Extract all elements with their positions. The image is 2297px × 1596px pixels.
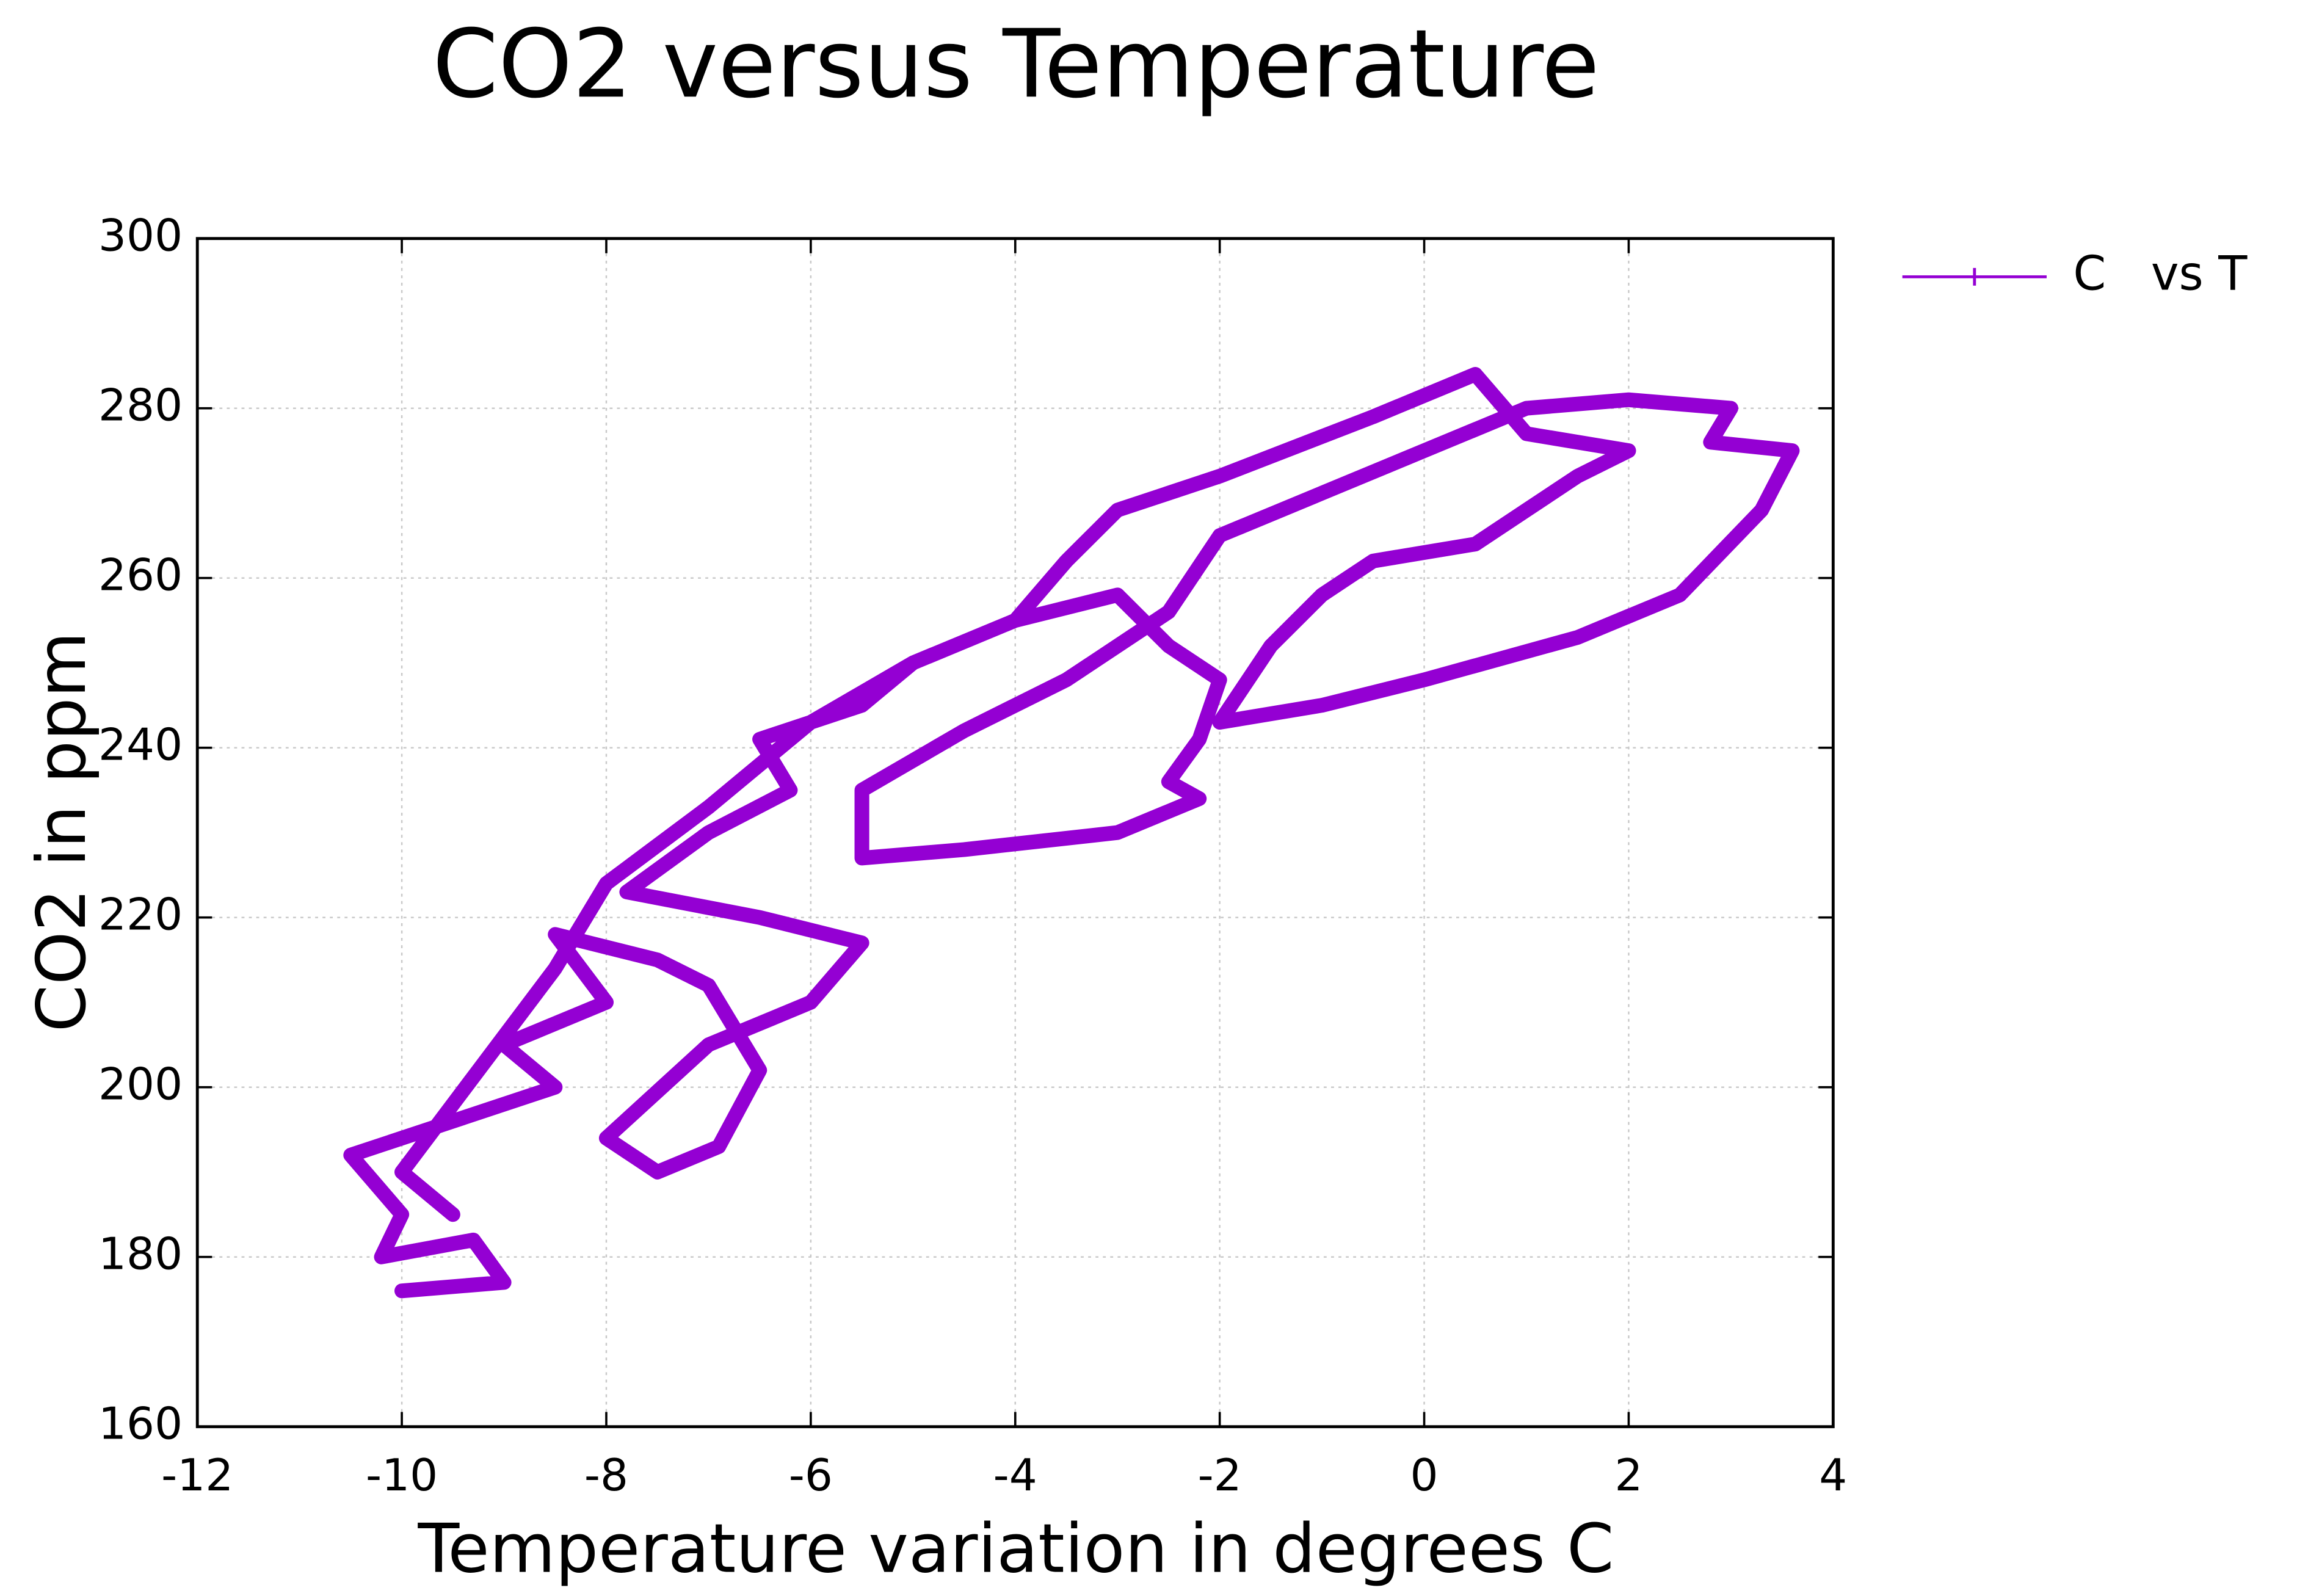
- y-tick-label: 160: [98, 1399, 183, 1450]
- y-tick-label: 300: [98, 211, 183, 262]
- y-tick-label: 260: [98, 550, 183, 601]
- y-tick-label: 280: [98, 380, 183, 432]
- y-tick-label: 220: [98, 890, 183, 941]
- x-tick-label: -10: [366, 1450, 438, 1501]
- data-line: [343, 367, 1800, 1299]
- y-tick-label: 200: [98, 1059, 183, 1111]
- y-axis-label: CO2 in ppm: [23, 632, 101, 1032]
- x-tick-label: 0: [1410, 1450, 1439, 1501]
- y-tick-label: 240: [98, 720, 183, 771]
- x-tick-label: 4: [1819, 1450, 1847, 1501]
- x-tick-label: -2: [1198, 1450, 1242, 1501]
- legend-label: C vs T: [2073, 246, 2248, 301]
- x-axis-label: Temperature variation in degrees C: [417, 1509, 1614, 1588]
- x-tick-label: -6: [789, 1450, 833, 1501]
- x-tick-label: -4: [993, 1450, 1037, 1501]
- chart-title: CO2 versus Temperature: [432, 10, 1599, 119]
- x-tick-label: -12: [161, 1450, 233, 1501]
- x-tick-label: -8: [584, 1450, 628, 1501]
- plot-frame: [195, 237, 1835, 1429]
- x-tick-label: 2: [1614, 1450, 1642, 1501]
- y-tick-label: 180: [98, 1229, 183, 1280]
